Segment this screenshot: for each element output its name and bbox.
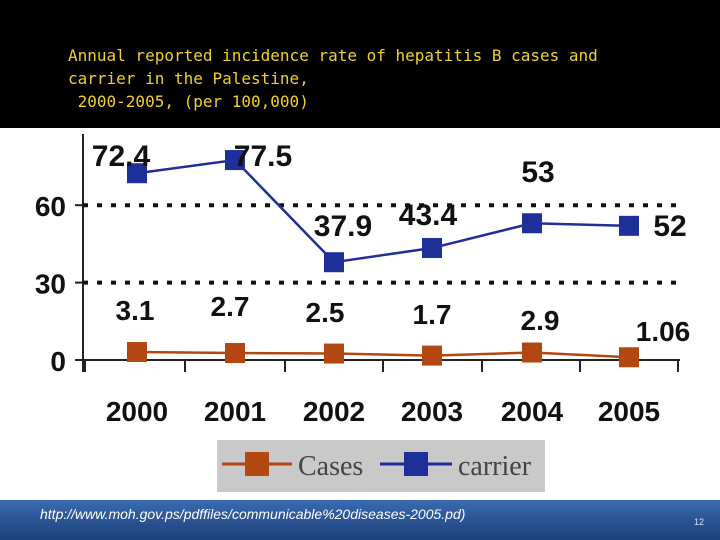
source-citation: http://www.moh.gov.ps/pdffiles/communica… [40, 506, 466, 522]
series-line-carrier [136, 158, 630, 264]
slide-footer: http://www.moh.gov.ps/pdffiles/communica… [0, 500, 720, 540]
data-point-carrier [127, 163, 147, 184]
data-point-cases [619, 347, 639, 368]
legend-marker-carrier [404, 452, 428, 476]
data-label-carrier: 37.9 [314, 210, 372, 243]
chart-panel [0, 128, 720, 500]
data-label-cases: 2.7 [211, 291, 250, 322]
data-label-cases: 1.7 [413, 299, 452, 330]
data-label-carrier: 43.4 [399, 199, 458, 232]
legend-background [217, 440, 545, 492]
data-point-carrier [619, 215, 639, 236]
data-label-carrier: 52 [653, 210, 686, 243]
y-tick-label: 60 [35, 191, 66, 222]
data-label-carrier: 77.5 [234, 140, 292, 173]
slide-title: Annual reported incidence rate of hepati… [68, 46, 598, 111]
data-point-carrier [324, 252, 344, 273]
x-tick-label: 2002 [303, 396, 365, 427]
x-tick-label: 2000 [106, 396, 168, 427]
x-tick-label: 2004 [501, 396, 564, 427]
x-tick-label: 2005 [598, 396, 660, 427]
data-label-cases: 2.9 [521, 305, 560, 336]
data-point-cases [127, 342, 147, 363]
data-point-cases [324, 343, 344, 364]
data-label-carrier: 72.4 [92, 140, 151, 173]
data-point-cases [422, 345, 442, 366]
legend-label-carrier: carrier [458, 451, 532, 482]
data-point-cases [225, 343, 245, 364]
data-point-carrier [422, 238, 442, 259]
data-point-carrier [225, 150, 245, 171]
slide-header: Annual reported incidence rate of hepati… [0, 0, 720, 128]
series-line-cases [136, 350, 630, 359]
legend-marker-cases [245, 452, 269, 476]
data-label-cases: 2.5 [306, 297, 345, 328]
data-label-cases: 1.06 [636, 316, 691, 347]
data-label-cases: 3.1 [116, 295, 155, 326]
y-tick-label: 0 [50, 346, 66, 377]
slide-number: 12 [693, 517, 704, 527]
data-label-carrier: 53 [521, 156, 554, 189]
x-tick-label: 2003 [401, 396, 463, 427]
x-tick-label: 2001 [204, 396, 266, 427]
line-chart: 0 30 60 2000 2001 2002 2003 2004 2005 72.4 77.5 37.… [35, 134, 691, 492]
legend-label-cases: Cases [298, 451, 363, 482]
legend: Cases carrier [217, 440, 545, 492]
y-tick-label: 30 [35, 269, 66, 300]
data-point-cases [522, 342, 542, 363]
data-point-carrier [522, 213, 542, 234]
